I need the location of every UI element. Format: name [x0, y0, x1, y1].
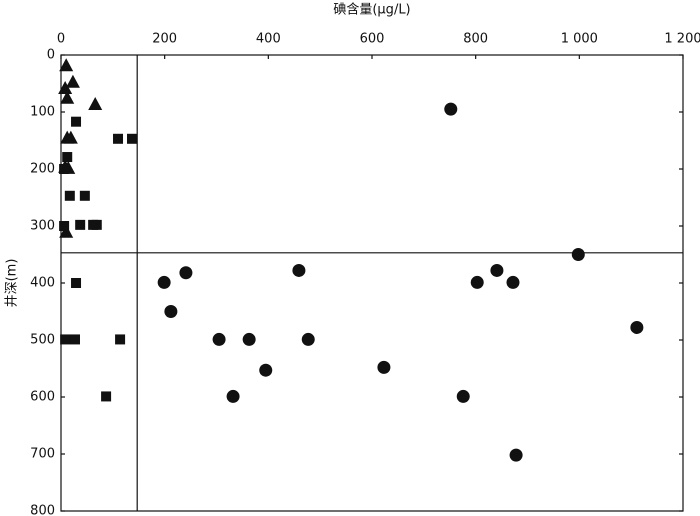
- circle-point: [470, 275, 484, 289]
- triangle-point: [60, 90, 75, 104]
- square-point: [113, 133, 124, 144]
- y-tick-label: 100: [30, 105, 55, 120]
- circle-point: [292, 263, 306, 277]
- y-tick-label: 500: [30, 333, 55, 348]
- x-tick-label: 1 000: [561, 32, 598, 47]
- circle-point: [242, 332, 256, 346]
- circle-point: [377, 360, 391, 374]
- square-point: [59, 164, 70, 174]
- square-point: [101, 391, 112, 402]
- square-point: [60, 334, 71, 345]
- x-tick-label: 200: [152, 32, 177, 47]
- circle-point: [444, 102, 458, 116]
- circle-point: [456, 389, 470, 403]
- y-tick-label: 0: [47, 48, 55, 63]
- triangle-point: [63, 130, 78, 144]
- x-tick-label: 800: [463, 32, 488, 47]
- square-point: [64, 190, 75, 201]
- square-point: [71, 278, 82, 288]
- x-tick-label: 400: [256, 32, 281, 47]
- x-tick-label: 1 200: [664, 32, 700, 47]
- square-point: [71, 116, 82, 127]
- circle-point: [630, 320, 644, 334]
- y-tick-label: 300: [30, 219, 55, 234]
- circle-point: [571, 248, 585, 261]
- circle-point: [164, 305, 178, 318]
- triangle-point: [58, 81, 73, 95]
- triangle-point: [59, 224, 74, 238]
- x-axis-label: 碘含量(μg/L): [333, 2, 410, 18]
- circle-point: [157, 275, 171, 289]
- circle-point: [226, 389, 240, 403]
- triangle-point: [88, 97, 103, 111]
- circle-point: [509, 448, 523, 462]
- square-point: [115, 334, 126, 345]
- plot-frame: [60, 54, 684, 512]
- x-tick-label: 0: [57, 32, 65, 47]
- square-point: [62, 152, 73, 163]
- y-tick-label: 200: [30, 162, 55, 177]
- circle-point: [490, 263, 504, 277]
- circle-point: [212, 332, 226, 346]
- triangle-point: [65, 74, 80, 88]
- circle-point: [301, 332, 315, 346]
- circle-point: [259, 363, 273, 377]
- y-tick-label: 700: [30, 447, 55, 462]
- square-point: [91, 219, 102, 230]
- square-point: [59, 221, 70, 231]
- y-tick-label: 600: [30, 390, 55, 405]
- y-tick-label: 400: [30, 276, 55, 291]
- y-axis-label: 井深(m): [5, 259, 20, 308]
- square-point: [79, 190, 90, 201]
- y-tick-label: 800: [30, 504, 55, 516]
- square-point: [75, 219, 86, 230]
- triangle-point: [59, 58, 74, 72]
- square-point: [69, 334, 80, 345]
- circle-point: [506, 275, 520, 289]
- x-tick-label: 600: [360, 32, 385, 47]
- circle-point: [179, 266, 193, 280]
- square-point: [127, 133, 138, 144]
